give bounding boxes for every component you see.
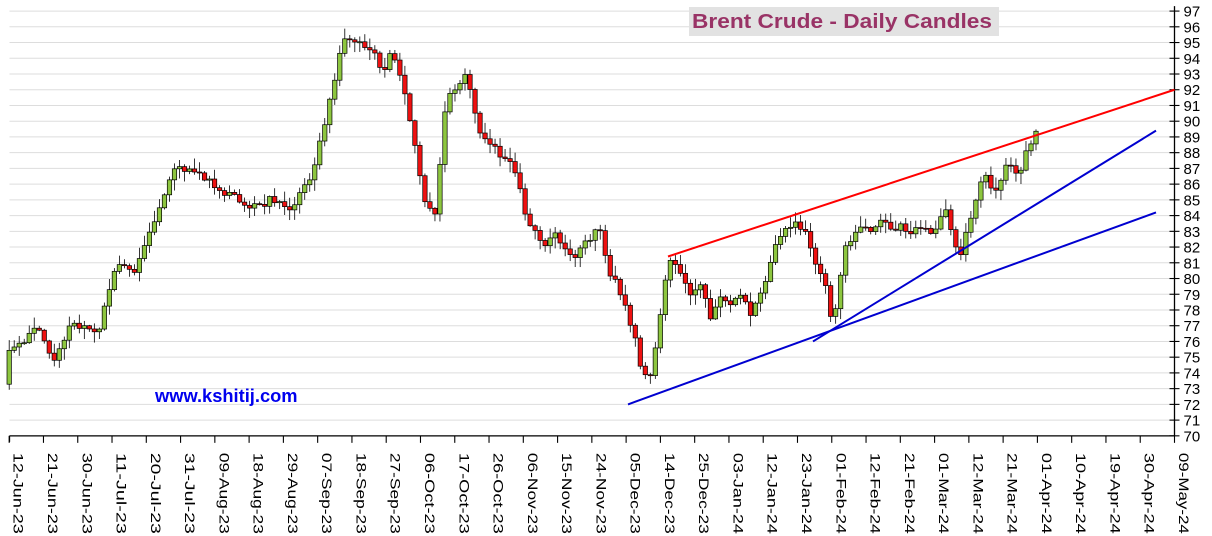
svg-text:17-Oct-23: 17-Oct-23 bbox=[456, 453, 471, 534]
svg-text:96: 96 bbox=[1184, 19, 1201, 36]
svg-text:94: 94 bbox=[1184, 51, 1201, 68]
svg-text:78: 78 bbox=[1184, 302, 1201, 319]
svg-text:29-Aug-23: 29-Aug-23 bbox=[285, 453, 300, 534]
svg-text:11-Jul-23: 11-Jul-23 bbox=[114, 453, 129, 534]
svg-text:10-Apr-24: 10-Apr-24 bbox=[1073, 453, 1088, 535]
svg-text:92: 92 bbox=[1184, 82, 1201, 99]
svg-text:91: 91 bbox=[1184, 98, 1201, 115]
svg-text:25-Dec-23: 25-Dec-23 bbox=[696, 453, 711, 534]
svg-text:76: 76 bbox=[1184, 334, 1201, 351]
svg-text:24-Nov-23: 24-Nov-23 bbox=[593, 453, 608, 534]
svg-text:79: 79 bbox=[1184, 287, 1201, 304]
svg-text:83: 83 bbox=[1184, 224, 1201, 241]
svg-text:95: 95 bbox=[1184, 35, 1201, 52]
svg-text:06-Oct-23: 06-Oct-23 bbox=[422, 453, 437, 534]
svg-text:85: 85 bbox=[1184, 192, 1201, 209]
svg-text:80: 80 bbox=[1184, 271, 1201, 288]
svg-text:81: 81 bbox=[1184, 255, 1201, 272]
svg-text:73: 73 bbox=[1184, 381, 1201, 398]
svg-text:01-Apr-24: 01-Apr-24 bbox=[1039, 453, 1054, 535]
svg-text:01-Feb-24: 01-Feb-24 bbox=[833, 453, 848, 535]
svg-text:31-Jul-23: 31-Jul-23 bbox=[182, 453, 197, 534]
svg-text:90: 90 bbox=[1184, 114, 1201, 131]
svg-text:86: 86 bbox=[1184, 177, 1201, 194]
svg-text:93: 93 bbox=[1184, 67, 1201, 84]
svg-text:20-Jul-23: 20-Jul-23 bbox=[148, 453, 163, 534]
svg-text:21-Mar-24: 21-Mar-24 bbox=[1005, 453, 1020, 535]
svg-text:09-Aug-23: 09-Aug-23 bbox=[216, 453, 231, 534]
svg-text:89: 89 bbox=[1184, 129, 1201, 146]
svg-text:19-Apr-24: 19-Apr-24 bbox=[1107, 453, 1122, 535]
svg-text:27-Sep-23: 27-Sep-23 bbox=[388, 453, 403, 534]
svg-text:30-Jun-23: 30-Jun-23 bbox=[79, 453, 94, 534]
svg-text:23-Jan-24: 23-Jan-24 bbox=[799, 453, 814, 535]
svg-text:03-Jan-24: 03-Jan-24 bbox=[730, 453, 745, 535]
svg-text:12-Jun-23: 12-Jun-23 bbox=[11, 453, 26, 534]
svg-text:12-Feb-24: 12-Feb-24 bbox=[868, 453, 883, 535]
svg-text:77: 77 bbox=[1184, 318, 1201, 335]
svg-text:15-Nov-23: 15-Nov-23 bbox=[559, 453, 574, 534]
svg-text:18-Sep-23: 18-Sep-23 bbox=[353, 453, 368, 534]
svg-text:97: 97 bbox=[1184, 4, 1201, 21]
svg-text:71: 71 bbox=[1184, 413, 1201, 430]
svg-text:84: 84 bbox=[1184, 208, 1201, 225]
svg-text:88: 88 bbox=[1184, 145, 1201, 162]
svg-text:72: 72 bbox=[1184, 397, 1201, 414]
svg-text:74: 74 bbox=[1184, 365, 1201, 382]
svg-text:21-Feb-24: 21-Feb-24 bbox=[902, 453, 917, 535]
svg-text:12-Mar-24: 12-Mar-24 bbox=[970, 453, 985, 535]
svg-text:www.kshitij.com: www.kshitij.com bbox=[154, 385, 298, 406]
svg-text:75: 75 bbox=[1184, 350, 1201, 367]
svg-text:01-Mar-24: 01-Mar-24 bbox=[936, 453, 951, 535]
svg-text:87: 87 bbox=[1184, 161, 1201, 178]
svg-text:30-Apr-24: 30-Apr-24 bbox=[1142, 453, 1157, 535]
svg-text:09-May-24: 09-May-24 bbox=[1176, 453, 1191, 535]
svg-text:70: 70 bbox=[1184, 428, 1201, 445]
svg-text:07-Sep-23: 07-Sep-23 bbox=[319, 453, 334, 534]
svg-text:26-Oct-23: 26-Oct-23 bbox=[491, 453, 506, 534]
svg-text:82: 82 bbox=[1184, 240, 1201, 257]
svg-text:18-Aug-23: 18-Aug-23 bbox=[251, 453, 266, 534]
svg-text:21-Jun-23: 21-Jun-23 bbox=[45, 453, 60, 534]
svg-text:06-Nov-23: 06-Nov-23 bbox=[525, 453, 540, 534]
svg-text:05-Dec-23: 05-Dec-23 bbox=[628, 453, 643, 534]
svg-text:12-Jan-24: 12-Jan-24 bbox=[765, 453, 780, 535]
svg-text:14-Dec-23: 14-Dec-23 bbox=[662, 453, 677, 534]
svg-text:Brent Crude - Daily Candles: Brent Crude - Daily Candles bbox=[692, 11, 992, 33]
